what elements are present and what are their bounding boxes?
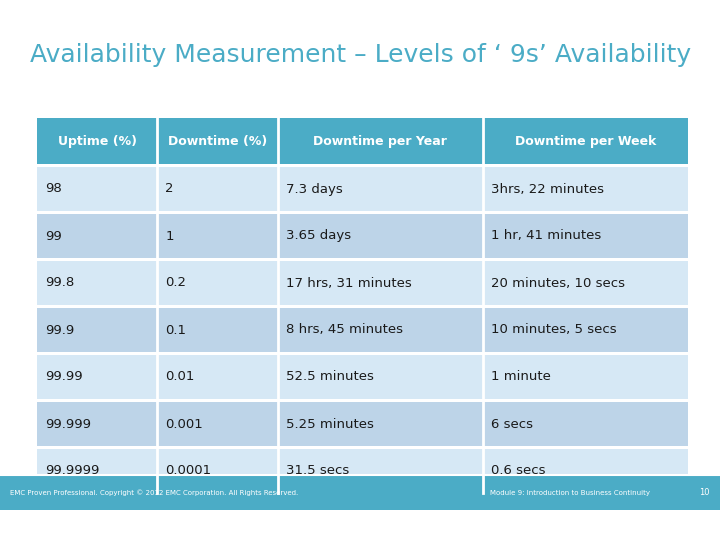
Text: 5.25 minutes: 5.25 minutes [286,417,374,430]
Text: 0.6 secs: 0.6 secs [491,464,546,477]
Text: Downtime per Week: Downtime per Week [515,134,656,147]
Text: 99.999: 99.999 [45,417,91,430]
Bar [278,118,483,164]
Text: 0.2: 0.2 [166,276,186,289]
Text: 1: 1 [166,230,174,242]
Text: Downtime per Year: Downtime per Year [313,134,447,147]
Text: 31.5 secs: 31.5 secs [286,464,349,477]
Text: 99.9: 99.9 [45,323,74,336]
Text: 20 minutes, 10 secs: 20 minutes, 10 secs [491,276,625,289]
Bar [37,214,688,258]
Text: 52.5 minutes: 52.5 minutes [286,370,374,383]
Text: 10: 10 [700,488,710,497]
Bar [37,402,688,446]
Text: 0.0001: 0.0001 [166,464,212,477]
Text: 0.01: 0.01 [166,370,195,383]
Bar [37,352,688,355]
Text: 17 hrs, 31 minutes: 17 hrs, 31 minutes [286,276,412,289]
Bar [158,118,278,164]
Text: 2: 2 [166,183,174,195]
Text: Uptime (%): Uptime (%) [58,134,137,147]
Bar [37,164,688,167]
Text: 8 hrs, 45 minutes: 8 hrs, 45 minutes [286,323,403,336]
Text: Downtime (%): Downtime (%) [168,134,267,147]
Text: 0.1: 0.1 [166,323,186,336]
Bar [0,475,720,510]
Bar [483,118,688,164]
Text: EMC Proven Professional. Copyright © 2012 EMC Corporation. All Rights Reserved.: EMC Proven Professional. Copyright © 201… [10,489,298,496]
Text: 10 minutes, 5 secs: 10 minutes, 5 secs [491,323,616,336]
Text: 99.8: 99.8 [45,276,74,289]
Bar [37,449,688,493]
Bar [37,305,688,308]
Text: 99.99: 99.99 [45,370,83,383]
Text: 7.3 days: 7.3 days [286,183,343,195]
Text: 0.001: 0.001 [166,417,203,430]
Text: 98: 98 [45,183,62,195]
Text: 1 hr, 41 minutes: 1 hr, 41 minutes [491,230,601,242]
Text: Module 9: Introduction to Business Continuity: Module 9: Introduction to Business Conti… [490,489,649,496]
Text: 99: 99 [45,230,62,242]
Text: 3.65 days: 3.65 days [286,230,351,242]
Text: Availability Measurement – Levels of ‘ 9s’ Availability: Availability Measurement – Levels of ‘ 9… [30,43,691,67]
Bar [37,211,688,214]
Bar [37,399,688,402]
Text: 1 minute: 1 minute [491,370,551,383]
Bar [37,261,688,305]
Bar [37,118,158,164]
Bar [37,258,688,261]
Bar [37,167,688,211]
Bar [37,355,688,399]
Text: 99.9999: 99.9999 [45,464,99,477]
Text: 6 secs: 6 secs [491,417,533,430]
Bar [37,446,688,449]
Bar [37,308,688,352]
Text: 3hrs, 22 minutes: 3hrs, 22 minutes [491,183,604,195]
